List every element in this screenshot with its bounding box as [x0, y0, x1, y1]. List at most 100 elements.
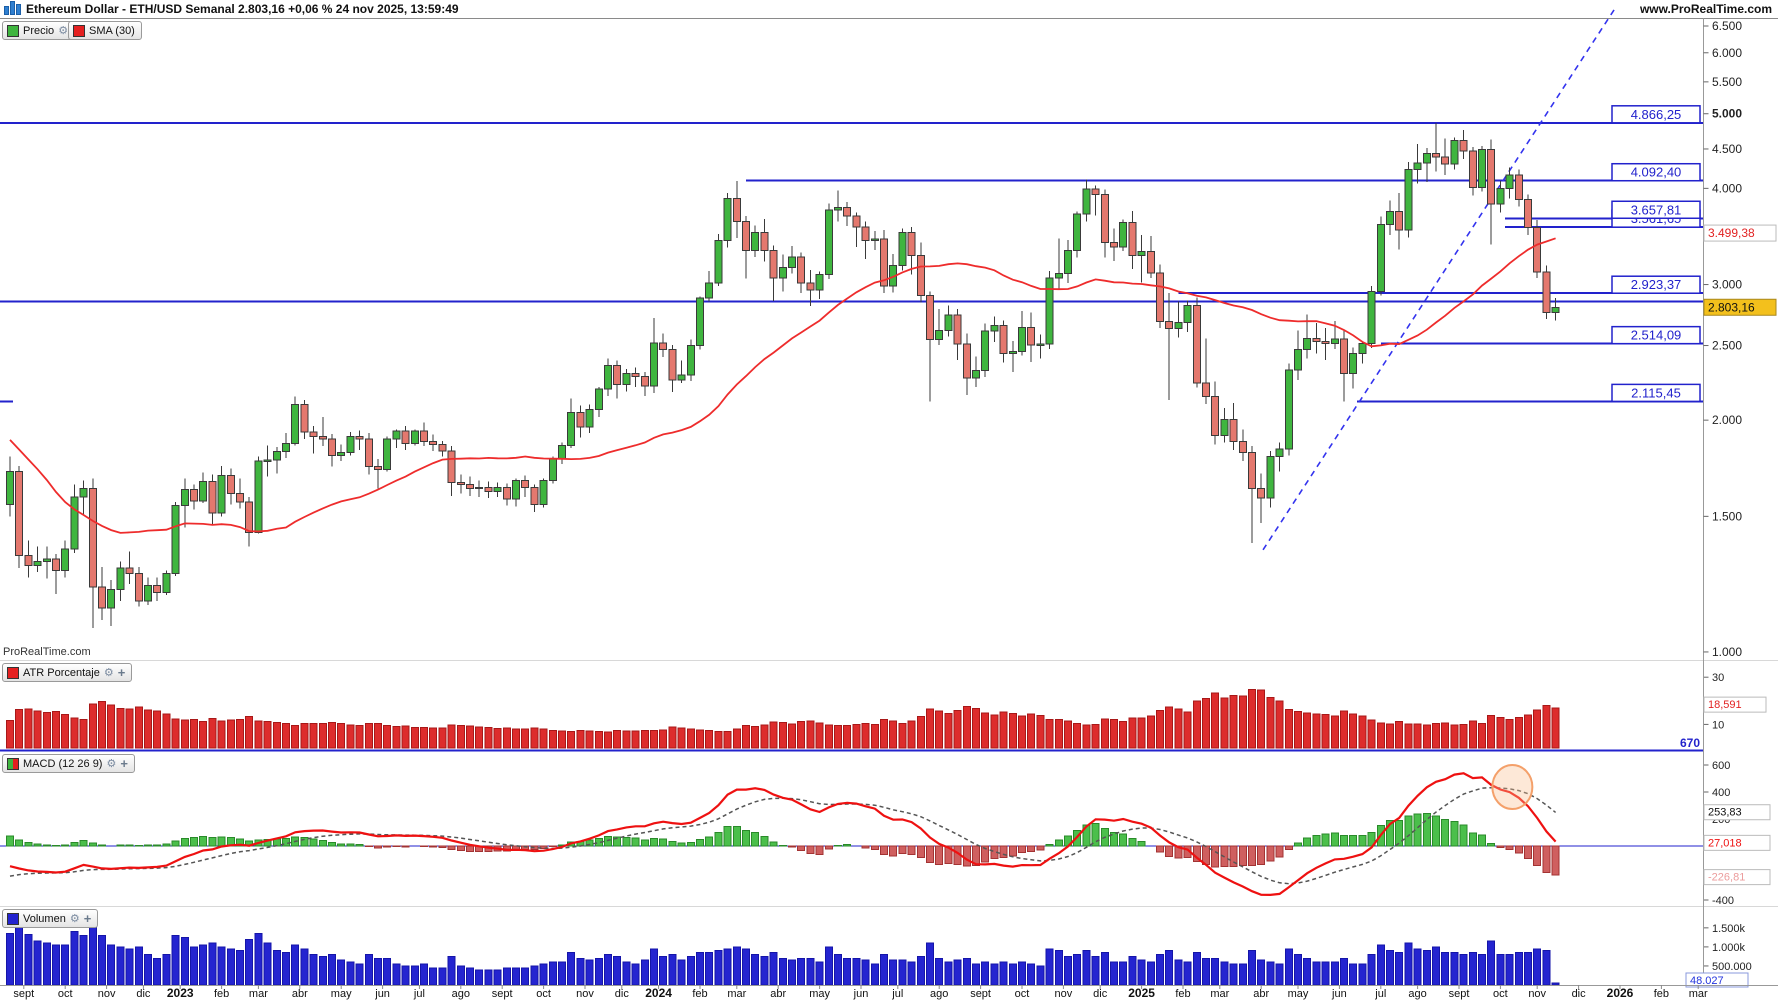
volume-add-icon[interactable]: +: [83, 910, 92, 926]
macd-value-label-box: [1703, 869, 1771, 886]
macd-histogram-bar: [1312, 834, 1321, 847]
legend-macd[interactable]: MACD (12 26 9) ⚙ +: [2, 754, 135, 773]
candle-body: [1459, 140, 1468, 152]
price-level-label-box[interactable]: [1611, 162, 1701, 182]
atr-bar: [815, 722, 824, 749]
price-level-label-box[interactable]: [1611, 200, 1701, 220]
candle-body: [1018, 326, 1026, 353]
candle-body: [1275, 448, 1284, 457]
price-level-label-box[interactable]: [1611, 325, 1701, 345]
volume-bar: [144, 954, 152, 986]
trendline-dashed[interactable]: [1262, 7, 1617, 551]
candle-body: [236, 493, 244, 503]
candle-body: [502, 487, 511, 500]
volume-bar: [79, 934, 88, 986]
macd-add-icon[interactable]: +: [120, 755, 128, 771]
atr-bar: [972, 708, 980, 749]
macd-histogram-bar: [889, 845, 898, 857]
macd-tick-label: 600: [1712, 760, 1730, 772]
candle-body: [567, 412, 576, 446]
volume-bar: [337, 959, 346, 986]
volume-bar: [1100, 952, 1109, 986]
atr-bar: [1533, 709, 1542, 749]
atr-bar: [1496, 717, 1505, 749]
macd-legend-swatch: [7, 757, 19, 770]
price-level-label-box[interactable]: [1611, 275, 1701, 294]
volume-settings-icon[interactable]: ⚙: [69, 912, 80, 925]
macd-histogram-bar: [15, 839, 24, 847]
atr-bar: [521, 728, 530, 749]
volume-bar: [420, 963, 428, 986]
atr-value-label-box: [1703, 696, 1767, 713]
month-tick-label: may: [1288, 988, 1309, 1000]
volume-bar: [1542, 950, 1551, 986]
macd-value-label-box: [1703, 834, 1771, 851]
price-level-label-box[interactable]: [1611, 105, 1701, 124]
candle-body: [1496, 187, 1505, 205]
volume-bar: [226, 948, 235, 986]
atr-bar: [429, 727, 438, 749]
candle-body: [466, 483, 474, 490]
macd-histogram-bar: [217, 836, 226, 847]
legend-sma[interactable]: SMA (30): [68, 21, 142, 40]
volume-bar: [861, 959, 870, 986]
macd-histogram-bar: [199, 836, 208, 847]
month-tick-label: mar: [249, 988, 268, 1000]
atr-bar: [1174, 708, 1183, 749]
main-chart-panel-canvas[interactable]: [0, 18, 1703, 658]
volume-bar: [926, 942, 934, 986]
legend-sma-label: SMA (30): [89, 24, 135, 37]
candle-body: [1146, 251, 1155, 274]
macd-histogram-bar: [125, 844, 134, 847]
volume-bar: [364, 954, 373, 986]
macd-histogram-bar: [732, 826, 741, 847]
candle-body: [981, 330, 990, 372]
atr-tick-label: 10: [1712, 719, 1724, 731]
site-link[interactable]: www.ProRealTime.com: [1639, 2, 1772, 16]
candle-body: [1551, 306, 1560, 313]
atr-bar: [1192, 700, 1201, 749]
month-tick-label: ago: [930, 988, 948, 1000]
macd-histogram-bar: [1036, 845, 1045, 851]
volume-bar: [42, 942, 51, 986]
macd-histogram-bar: [650, 838, 658, 847]
legend-atr[interactable]: ATR Porcentaje ⚙ +: [2, 663, 133, 682]
macd-histogram-bar: [622, 836, 631, 847]
candle-body: [585, 408, 594, 428]
volume-bar: [33, 940, 42, 986]
month-tick-label: mar: [727, 988, 746, 1000]
atr-bar: [162, 713, 171, 749]
legend-volumen[interactable]: Volumen ⚙ +: [2, 909, 99, 928]
atr-add-icon[interactable]: +: [117, 664, 126, 680]
candle-body: [999, 324, 1008, 355]
volume-bar: [1229, 963, 1238, 986]
price-settings-icon[interactable]: ⚙: [58, 24, 69, 37]
volume-bar: [98, 934, 106, 986]
volume-bar: [374, 957, 382, 986]
candle-body: [1422, 152, 1431, 164]
candle-body: [282, 443, 290, 453]
macd-histogram-bar: [420, 845, 428, 848]
volume-bar: [392, 963, 401, 986]
macd-histogram-bar: [1386, 820, 1394, 847]
volume-bar: [1386, 950, 1394, 986]
atr-bar: [1441, 722, 1450, 749]
volume-bar: [1018, 961, 1026, 986]
candle-body: [1091, 188, 1100, 196]
atr-settings-icon[interactable]: ⚙: [103, 666, 114, 679]
macd-crossover-circle-annotation[interactable]: [1491, 764, 1534, 811]
atr-bar: [1459, 723, 1468, 749]
atr-bar: [1128, 717, 1137, 749]
macd-histogram-bar: [751, 831, 760, 847]
atr-bar: [686, 728, 695, 749]
candle-body: [1284, 369, 1293, 450]
atr-bar: [33, 710, 42, 749]
price-level-label-box[interactable]: [1611, 383, 1701, 403]
macd-settings-icon[interactable]: ⚙: [106, 757, 117, 770]
atr-bar: [1054, 718, 1063, 749]
macd-histogram-bar: [1340, 834, 1348, 847]
volume-bar: [1432, 946, 1440, 986]
candle-body: [1514, 174, 1523, 200]
volume-bar: [972, 963, 980, 986]
